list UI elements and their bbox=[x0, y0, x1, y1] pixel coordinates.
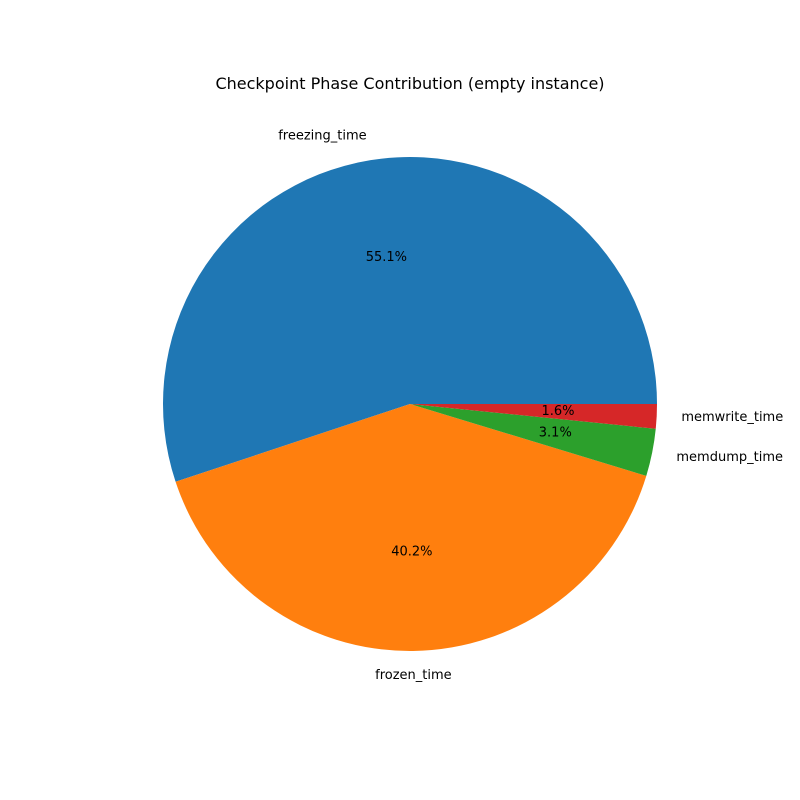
pie-labels: freezing_time 55.1% frozen_time 40.2% memdum… bbox=[278, 128, 783, 683]
pie-slice-memdump-time bbox=[410, 404, 656, 476]
slice-label-memdump-time: memdump_time bbox=[676, 450, 783, 465]
slice-percent-freezing-time: 55.1% bbox=[366, 250, 407, 265]
slice-percent-frozen-time: 40.2% bbox=[391, 545, 432, 560]
slice-label-freezing-time: freezing_time bbox=[278, 128, 366, 143]
slice-label-memwrite-time: memwrite_time bbox=[681, 410, 783, 425]
pie-slice-freezing-time bbox=[162, 156, 657, 482]
slice-percent-memdump-time: 3.1% bbox=[539, 426, 572, 441]
slice-percent-memwrite-time: 1.6% bbox=[541, 404, 574, 419]
pie-slice-frozen-time bbox=[175, 404, 647, 651]
pie-slice-memwrite-time bbox=[410, 404, 657, 429]
chart-title: Checkpoint Phase Contribution (empty ins… bbox=[215, 74, 604, 93]
slice-label-frozen-time: frozen_time bbox=[375, 668, 452, 683]
pie-slices bbox=[162, 156, 657, 651]
